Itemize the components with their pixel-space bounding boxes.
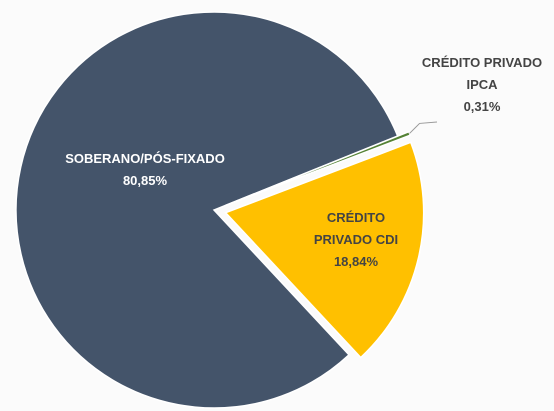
pie-slice	[224, 141, 425, 359]
value-label: 80,85%	[122, 173, 168, 188]
slice-label: CRÉDITO PRIVADO CDI 18,84%	[296, 207, 416, 273]
slice-label: SOBERANO/PÓS-FIXADO 80,85%	[55, 148, 235, 192]
slice-label: CRÉDITO PRIVADO IPCA 0,31%	[412, 52, 552, 118]
category-label: SOBERANO/PÓS-FIXADO	[65, 151, 225, 166]
pie-slice	[15, 11, 399, 409]
category-label: CRÉDITO PRIVADO CDI	[313, 210, 399, 247]
leader-line	[409, 121, 438, 134]
value-label: 18,84%	[333, 254, 379, 269]
category-label: CRÉDITO PRIVADO IPCA	[421, 55, 543, 92]
value-label: 0,31%	[463, 99, 501, 114]
